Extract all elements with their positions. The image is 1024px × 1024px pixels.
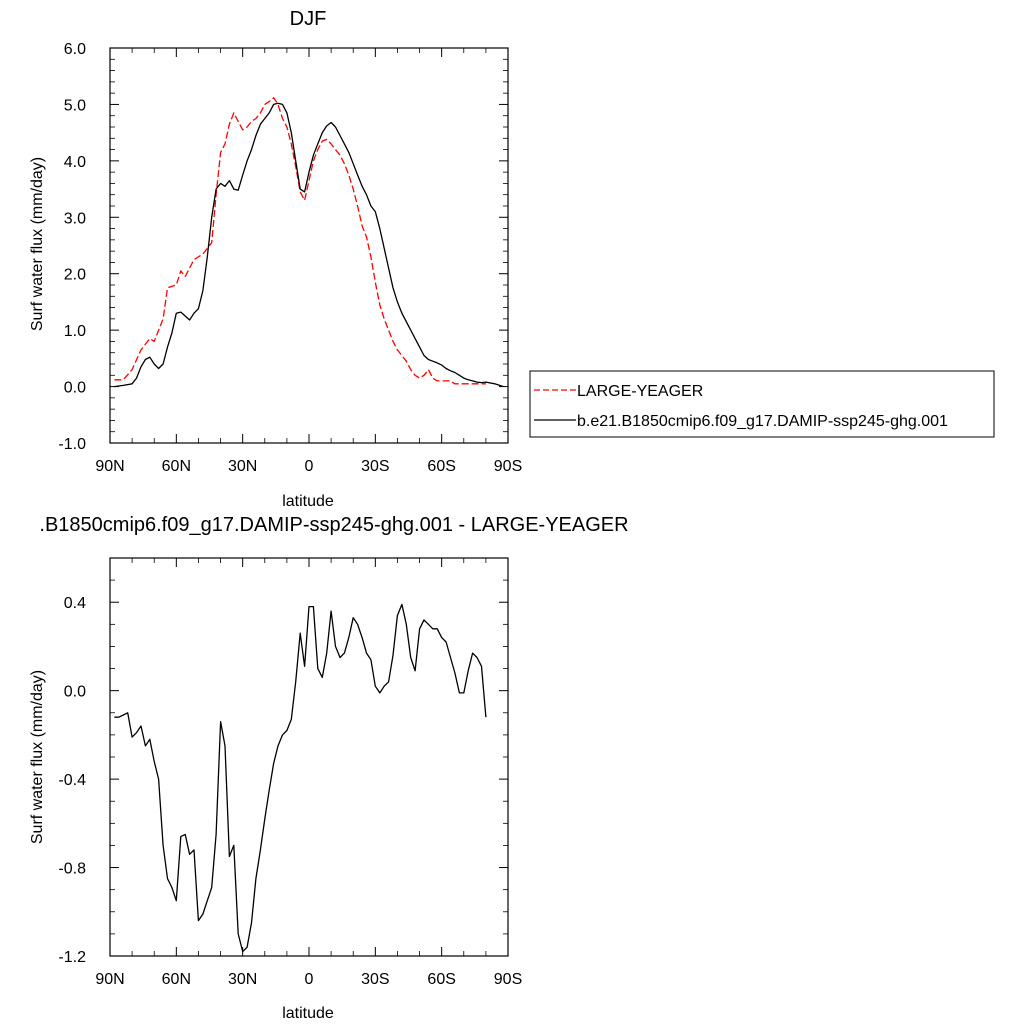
chart1-title: DJF [290,8,327,30]
y-tick-label: 6.0 [64,41,86,58]
x-tick-label: 30N [228,971,257,988]
x-tick-label: 30S [361,458,389,475]
x-tick-label: 60S [427,458,455,475]
chart1-ylabel: Surf water flux (mm/day) [29,157,46,331]
y-tick-label: 0.0 [64,684,86,701]
x-tick-label: 0 [305,971,314,988]
chart2-plot-frame [109,557,509,957]
y-tick-label: 0.0 [64,380,86,397]
y-tick-label: 0.4 [64,595,86,612]
y-tick-label: 4.0 [64,154,86,171]
x-tick-label: 60N [162,971,191,988]
chart1-legend: LARGE-YEAGER b.e21.B1850cmip6.f09_g17.DA… [529,370,995,438]
series-line-2-1 [114,603,487,953]
x-tick-label: 30S [361,971,389,988]
chart2-ylabel: Surf water flux (mm/day) [29,670,46,844]
x-tick-label: 60N [162,458,191,475]
y-tick-label: 2.0 [64,267,86,284]
legend-label-large-yeager: LARGE-YEAGER [577,383,703,400]
chart1-series-lines [114,97,504,388]
x-tick-label: 30N [228,458,257,475]
chart1-xlabel: latitude [282,493,334,510]
y-tick-label: -0.8 [58,861,86,878]
y-tick-label: 3.0 [64,210,86,227]
x-tick-label: 90N [95,971,124,988]
y-tick-label: -1.2 [58,949,86,966]
x-tick-label: 90N [95,458,124,475]
x-tick-label: 60S [427,971,455,988]
legend-box [529,370,995,438]
chart1-plot-frame [109,47,509,444]
chart2-ticks: -1.2 -0.8 -0.4 0.0 0.4 90N 60N 30N 0 30S 60S 90S [58,557,522,988]
series-line-1-1 [114,97,486,385]
chart2-xlabel: latitude [282,1005,334,1022]
chart2-title: .B1850cmip6.f09_g17.DAMIP-ssp245-ghg.001… [39,514,628,536]
chart2-series-lines [114,603,487,953]
series-line-1-2 [114,102,504,388]
y-tick-label: 5.0 [64,97,86,114]
x-tick-label: 0 [305,458,314,475]
x-tick-label: 90S [494,458,522,475]
chart1-ticks: -1.0 0.0 1.0 2.0 3.0 4.0 5.0 6.0 90N 60N 30N 0 30S 60… [58,41,522,475]
y-tick-label: 1.0 [64,323,86,340]
y-tick-label: -1.0 [58,436,86,453]
y-tick-label: -0.4 [58,772,86,789]
legend-label-ghg: b.e21.B1850cmip6.f09_g17.DAMIP-ssp245-gh… [577,413,948,430]
x-tick-label: 90S [494,971,522,988]
